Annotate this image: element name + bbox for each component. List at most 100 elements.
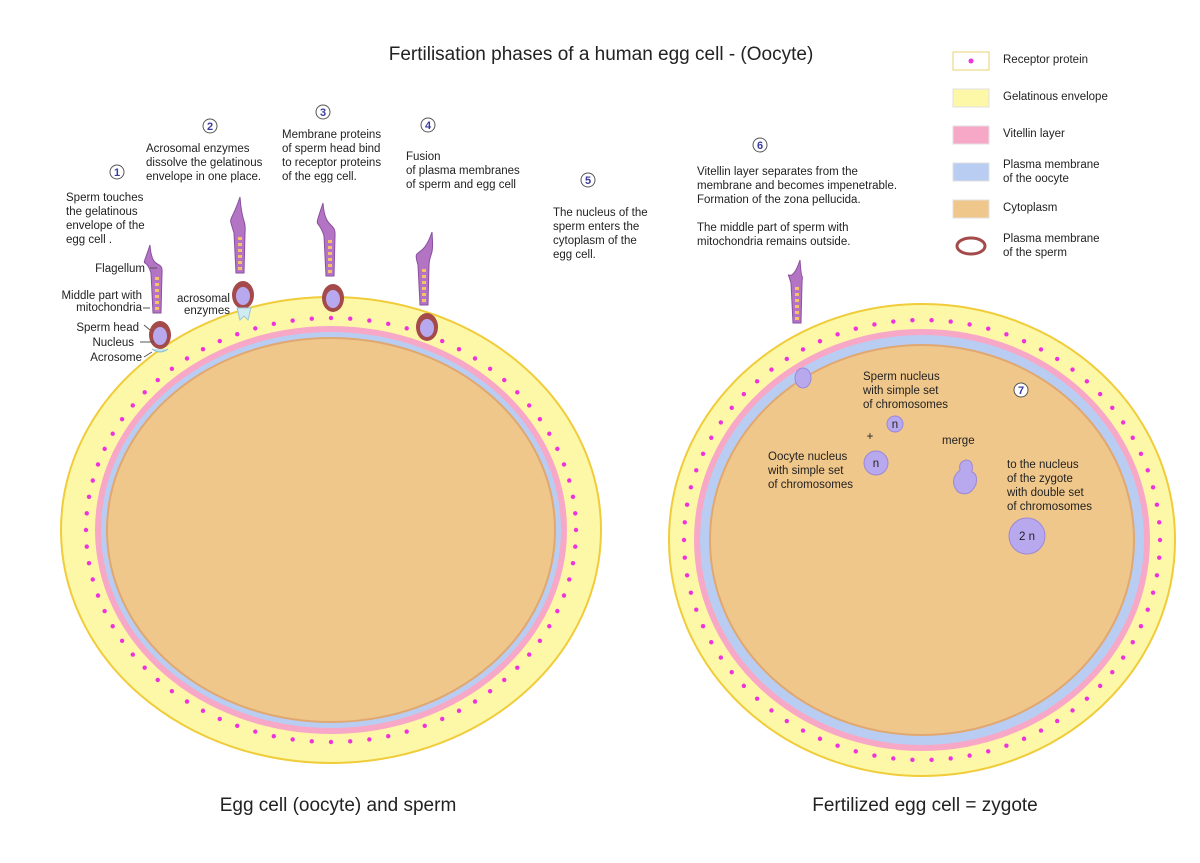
mitochondrion <box>795 293 799 296</box>
receptor-protein-dot <box>367 737 372 742</box>
receptor-protein-dot <box>487 689 493 694</box>
egg-cell-left <box>60 296 602 764</box>
receptor-protein-dot <box>754 379 760 384</box>
receptor-protein-dot <box>537 417 543 422</box>
receptor-protein-dot <box>573 544 578 549</box>
mitochondrion <box>422 287 426 290</box>
receptor-protein-dot <box>169 689 175 694</box>
label-nucleus: Nucleus <box>92 337 134 349</box>
leader-line <box>143 351 153 358</box>
flagellum <box>415 231 434 306</box>
receptor-protein-dot <box>90 577 95 582</box>
receptor-protein-dot <box>694 607 699 612</box>
receptor-protein-dot <box>769 367 774 372</box>
legend: Receptor protein Gelatinous envelope Vitel… <box>952 51 1108 259</box>
label-middle-part: Middle part with <box>61 290 142 302</box>
receptor-proteins <box>83 315 579 745</box>
receptor-protein-dot <box>537 638 543 643</box>
receptor-protein-dot <box>682 555 687 560</box>
receptor-protein-dot <box>1038 347 1044 352</box>
mitochondrion <box>155 301 159 304</box>
receptor-protein-dot <box>561 593 567 598</box>
step-6-text: The middle part of sperm with <box>697 222 848 234</box>
step-number-badge <box>580 172 596 188</box>
legend-label: Receptor protein <box>1003 54 1088 66</box>
receptor-protein-dot <box>502 377 507 383</box>
receptor-protein-dot <box>130 652 135 657</box>
step-number: 7 <box>1018 385 1024 397</box>
receptor-protein-dot <box>1054 718 1060 724</box>
receptor-protein-dot <box>84 544 89 549</box>
zygote-nucleus-label: of chromosomes <box>1007 501 1092 513</box>
step-number: 5 <box>585 175 591 187</box>
receptor-protein-dot <box>1084 379 1090 384</box>
mitochondrion <box>155 307 159 310</box>
step-2-text: Acrosomal enzymes <box>146 143 250 155</box>
receptor-protein-dot <box>95 462 101 467</box>
step-4-text: of plasma membranes <box>406 165 520 177</box>
mitochondrion <box>155 289 159 292</box>
receptor-protein-dot <box>784 718 790 724</box>
mitochondrion <box>155 295 159 298</box>
label-sperm-head: Sperm head <box>76 322 139 334</box>
receptor-protein-dot <box>328 315 334 321</box>
receptor-protein-dot <box>367 318 372 323</box>
receptor-protein-dot <box>290 318 295 323</box>
receptor-protein-dot <box>1154 573 1160 578</box>
receptor-protein-dot <box>102 608 107 614</box>
receptor-protein-dot <box>348 316 353 321</box>
receptor-protein-dot <box>853 326 858 331</box>
receptor-protein-dot <box>86 560 92 566</box>
oocyte-nucleus <box>863 450 889 476</box>
receptor-protein-dot <box>385 321 391 327</box>
mitochondrion <box>422 275 426 278</box>
egg-cell-right <box>668 303 1176 777</box>
receptor-protein-dot <box>547 431 552 436</box>
receptor-protein-dot <box>290 737 295 742</box>
receptor-protein-dot <box>440 338 445 344</box>
receptor-protein-dot <box>119 417 125 422</box>
mitochondrion <box>238 267 242 270</box>
oocyte-nucleus-label: with simple set <box>767 465 844 477</box>
receptor-protein-dot <box>1021 736 1027 741</box>
receptor-protein-dot <box>1110 405 1115 411</box>
step-number-badge <box>109 164 125 180</box>
receptor-protein-dot <box>1130 435 1135 440</box>
flagellum <box>316 202 336 277</box>
receptor-protein-dot <box>1120 420 1126 425</box>
step-number-badge <box>420 117 436 133</box>
receptor-protein-dot <box>1084 696 1090 701</box>
receptor-protein-dot <box>684 573 690 578</box>
receptor-protein-dot <box>1004 332 1009 337</box>
receptor-protein-dot <box>422 723 427 729</box>
sperm-step-1 <box>143 244 171 349</box>
receptor-protein-dot <box>142 390 147 395</box>
mitochondrion <box>795 287 799 290</box>
label-middle-part: mitochondria <box>76 302 142 314</box>
receptor-protein-dot <box>200 708 206 713</box>
receptor-protein-dot <box>253 729 258 734</box>
legend-label: Gelatinous envelope <box>1003 91 1108 103</box>
zygote-nucleus-label: of the zygote <box>1007 473 1073 485</box>
cytoplasm <box>709 344 1135 736</box>
oocyte-nucleus-n: n <box>873 458 879 470</box>
diagram-title: Fertilisation phases of a human egg cell… <box>389 44 814 65</box>
step-5-text: egg cell. <box>553 249 596 261</box>
receptor-protein-dot <box>502 677 507 683</box>
sperm-nucleus-n: n <box>892 419 898 431</box>
receptor-protein-dot <box>309 316 314 321</box>
receptor-protein-dot <box>253 326 258 331</box>
step-1-text: the gelatinous <box>66 206 138 218</box>
receptor-protein-dot <box>967 753 972 758</box>
label-acrosome: Acrosome <box>90 352 142 364</box>
step-3-text: of the egg cell. <box>282 171 357 183</box>
step-5-text: The nucleus of the <box>553 207 648 219</box>
receptor-protein-dot <box>1120 655 1126 660</box>
step-2-text: envelope in one place. <box>146 171 261 183</box>
step-3-text: to receptor proteins <box>282 157 381 169</box>
receptor-protein-dot <box>570 560 576 566</box>
receptor-protein-dot <box>948 756 953 761</box>
receptor-protein-dot <box>472 699 478 704</box>
step-number: 2 <box>207 121 213 133</box>
mitochondrion <box>238 249 242 252</box>
